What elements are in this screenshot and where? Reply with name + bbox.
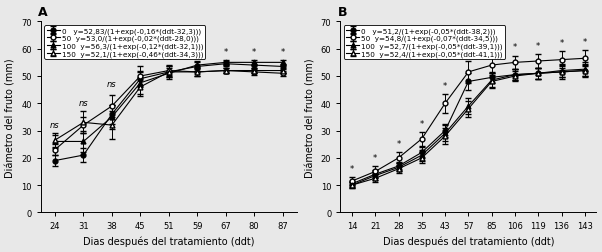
Y-axis label: Diámetro del fruto (mm): Diámetro del fruto (mm) xyxy=(305,58,315,177)
Text: *: * xyxy=(195,49,199,58)
Text: *: * xyxy=(443,81,447,90)
Text: ns: ns xyxy=(135,53,145,62)
Text: *: * xyxy=(223,47,228,56)
Text: *: * xyxy=(489,45,494,54)
Text: A: A xyxy=(38,6,48,19)
Text: *: * xyxy=(536,42,541,51)
Text: ns: ns xyxy=(50,121,60,130)
Legend: 0   y=51,2/(1+exp(-0,05*(ddt-38,2))), 50  y=54,8/(1+exp(-0,07*(ddt-34,5))), 100 : 0 y=51,2/(1+exp(-0,05*(ddt-38,2))), 50 y… xyxy=(344,26,505,60)
Text: ns: ns xyxy=(79,99,88,108)
Text: *: * xyxy=(513,43,517,52)
Text: *: * xyxy=(397,140,401,149)
X-axis label: Dias después del tratamiento (ddt): Dias después del tratamiento (ddt) xyxy=(83,236,255,246)
Y-axis label: Diámetro del fruto (mm): Diámetro del fruto (mm) xyxy=(5,58,16,177)
Text: *: * xyxy=(420,119,424,128)
Text: *: * xyxy=(467,49,471,58)
Text: ns: ns xyxy=(164,53,173,62)
Text: *: * xyxy=(252,47,256,56)
Text: B: B xyxy=(338,6,347,19)
Text: *: * xyxy=(559,39,563,48)
Text: *: * xyxy=(350,164,354,173)
Text: *: * xyxy=(281,47,285,56)
Text: ns: ns xyxy=(107,80,117,89)
Legend: 0   y=52,83/(1+exp(-0,16*(ddt-32,3))), 50  y=53,0/(1+exp(-0,02*(ddt-28,0))), 100: 0 y=52,83/(1+exp(-0,16*(ddt-32,3))), 50 … xyxy=(45,26,205,60)
X-axis label: Dias después del tratamiento (ddt): Dias después del tratamiento (ddt) xyxy=(383,236,554,246)
Text: *: * xyxy=(373,153,377,162)
Text: *: * xyxy=(583,38,587,47)
